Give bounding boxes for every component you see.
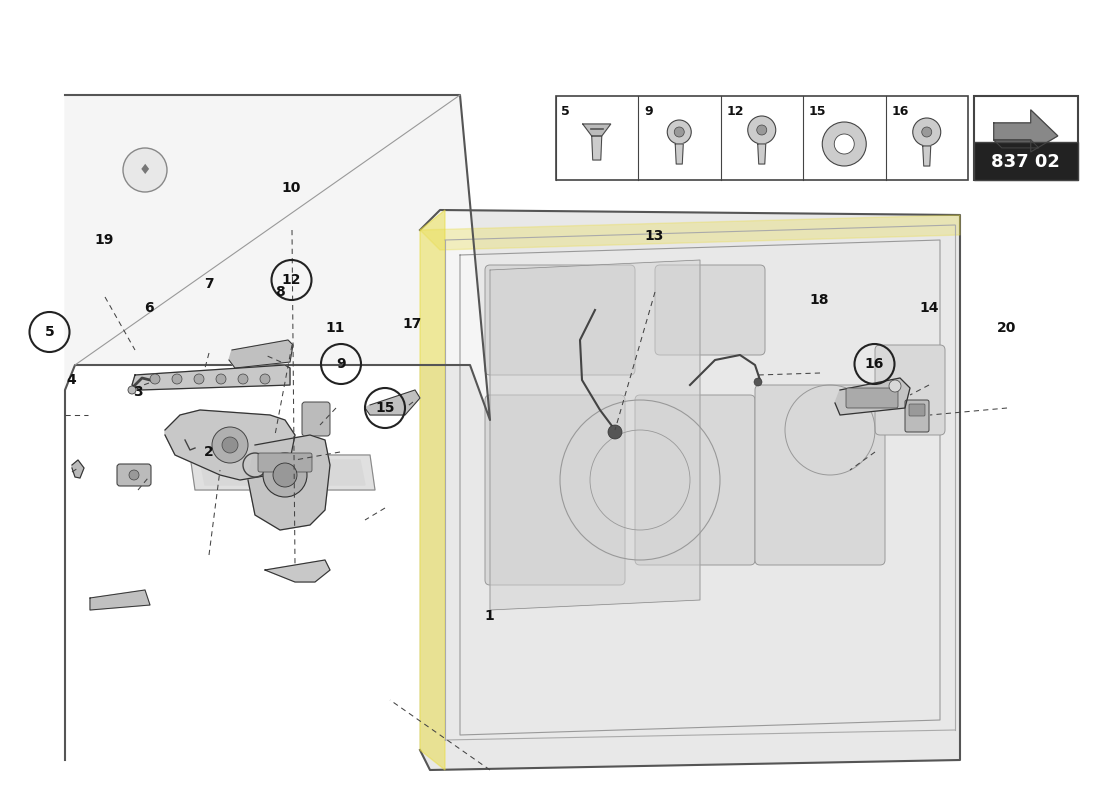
Text: 8: 8 bbox=[276, 285, 285, 299]
FancyBboxPatch shape bbox=[485, 395, 625, 585]
Polygon shape bbox=[72, 460, 84, 478]
Circle shape bbox=[129, 470, 139, 480]
Circle shape bbox=[212, 427, 248, 463]
Polygon shape bbox=[420, 210, 446, 770]
Circle shape bbox=[216, 374, 225, 384]
Text: 15: 15 bbox=[808, 105, 826, 118]
FancyBboxPatch shape bbox=[846, 388, 898, 408]
Polygon shape bbox=[835, 378, 910, 415]
Polygon shape bbox=[132, 365, 290, 390]
Circle shape bbox=[263, 453, 307, 497]
Polygon shape bbox=[675, 144, 683, 164]
Text: 12: 12 bbox=[726, 105, 744, 118]
Polygon shape bbox=[592, 136, 602, 160]
Polygon shape bbox=[420, 210, 960, 770]
Polygon shape bbox=[165, 410, 295, 480]
Polygon shape bbox=[365, 390, 420, 415]
Text: 16: 16 bbox=[891, 105, 909, 118]
Polygon shape bbox=[490, 260, 700, 610]
Circle shape bbox=[194, 374, 204, 384]
Text: 15: 15 bbox=[375, 401, 395, 415]
Circle shape bbox=[128, 386, 136, 394]
FancyBboxPatch shape bbox=[874, 345, 945, 435]
Text: 6: 6 bbox=[144, 301, 153, 315]
Text: a passion for: a passion for bbox=[448, 386, 672, 514]
Text: 5: 5 bbox=[45, 325, 54, 339]
Text: 11: 11 bbox=[326, 321, 345, 335]
Polygon shape bbox=[923, 146, 931, 166]
Text: 1: 1 bbox=[485, 609, 494, 623]
Circle shape bbox=[913, 118, 940, 146]
Polygon shape bbox=[65, 95, 490, 760]
Polygon shape bbox=[248, 435, 330, 530]
Polygon shape bbox=[420, 215, 960, 250]
Text: 3: 3 bbox=[133, 385, 142, 399]
Circle shape bbox=[608, 425, 622, 439]
Polygon shape bbox=[90, 590, 150, 610]
FancyBboxPatch shape bbox=[654, 265, 764, 355]
Polygon shape bbox=[200, 460, 365, 485]
Circle shape bbox=[834, 134, 855, 154]
FancyBboxPatch shape bbox=[909, 404, 925, 416]
Polygon shape bbox=[229, 340, 293, 368]
Circle shape bbox=[757, 125, 767, 135]
FancyBboxPatch shape bbox=[755, 385, 886, 565]
Text: 4: 4 bbox=[67, 373, 76, 387]
Polygon shape bbox=[993, 110, 1058, 152]
Circle shape bbox=[889, 380, 901, 392]
FancyBboxPatch shape bbox=[974, 142, 1078, 180]
Circle shape bbox=[172, 374, 182, 384]
Text: 18: 18 bbox=[810, 293, 829, 307]
Circle shape bbox=[748, 116, 775, 144]
Circle shape bbox=[273, 463, 297, 487]
Circle shape bbox=[668, 120, 691, 144]
Text: 7: 7 bbox=[205, 277, 213, 291]
Circle shape bbox=[823, 122, 867, 166]
FancyBboxPatch shape bbox=[974, 96, 1078, 180]
Circle shape bbox=[754, 378, 762, 386]
Circle shape bbox=[150, 374, 160, 384]
Circle shape bbox=[123, 148, 167, 192]
FancyBboxPatch shape bbox=[556, 96, 968, 180]
Text: 9: 9 bbox=[644, 105, 652, 118]
Polygon shape bbox=[190, 455, 375, 490]
Polygon shape bbox=[993, 140, 1038, 148]
Circle shape bbox=[922, 127, 932, 137]
FancyBboxPatch shape bbox=[635, 395, 755, 565]
Text: 17: 17 bbox=[403, 317, 422, 331]
Polygon shape bbox=[758, 144, 766, 164]
Text: eurospares: eurospares bbox=[310, 202, 890, 538]
FancyBboxPatch shape bbox=[117, 464, 151, 486]
Circle shape bbox=[674, 127, 684, 137]
Text: 1985: 1985 bbox=[614, 427, 786, 553]
Circle shape bbox=[222, 437, 238, 453]
Circle shape bbox=[260, 374, 270, 384]
Circle shape bbox=[238, 374, 248, 384]
FancyBboxPatch shape bbox=[258, 453, 312, 472]
Text: 9: 9 bbox=[337, 357, 345, 371]
Text: 14: 14 bbox=[920, 301, 939, 315]
Text: 16: 16 bbox=[865, 357, 884, 371]
Text: 12: 12 bbox=[282, 273, 301, 287]
Text: 20: 20 bbox=[997, 321, 1016, 335]
FancyBboxPatch shape bbox=[905, 400, 930, 432]
Text: 10: 10 bbox=[282, 181, 301, 195]
Text: 13: 13 bbox=[645, 229, 664, 243]
Polygon shape bbox=[583, 124, 610, 136]
FancyBboxPatch shape bbox=[485, 265, 635, 375]
Text: 837 02: 837 02 bbox=[991, 153, 1060, 170]
Text: 19: 19 bbox=[95, 233, 114, 247]
Text: 5: 5 bbox=[561, 105, 570, 118]
Text: 2: 2 bbox=[205, 445, 213, 459]
Text: ♦: ♦ bbox=[139, 163, 152, 177]
Polygon shape bbox=[265, 560, 330, 582]
FancyBboxPatch shape bbox=[302, 402, 330, 436]
